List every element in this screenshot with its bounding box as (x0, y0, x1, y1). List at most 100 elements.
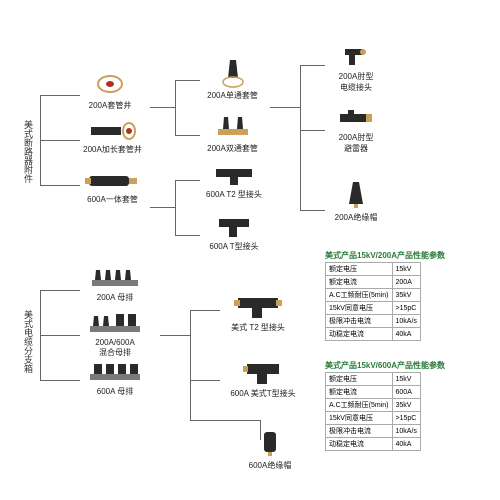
line (300, 210, 325, 211)
line (40, 380, 80, 381)
line (175, 80, 176, 135)
american-t2-icon (234, 290, 282, 320)
node-label: 200A绝缘帽 (325, 212, 387, 223)
node-elbow-arrester: 200A肘型 避雷器 (325, 108, 387, 154)
spec-table: 额定电压15kV额定电流200AA.C工频耐压(5min)35kV15kV同意电… (325, 262, 421, 341)
single-bushing-icon (220, 58, 246, 88)
node-american-t2: 美式 T2 型接头 (218, 290, 298, 333)
line (300, 65, 325, 66)
table-cell: A.C工频耐压(5min) (326, 289, 393, 302)
node-t-connector-600a: 600A T型接头 (198, 215, 270, 252)
node-label: 美式 T2 型接头 (218, 322, 298, 333)
node-label: 200A双通套管 (200, 143, 265, 154)
line (175, 180, 176, 235)
node-label: 600A一体套管 (75, 194, 150, 205)
line (190, 420, 260, 421)
bushing-well-icon (94, 70, 126, 98)
t2-connector-icon (214, 163, 254, 187)
spec-table-200a: 美式产品15kV/200A产品性能参数 额定电压15kV额定电流200AA.C工… (325, 250, 445, 262)
table-cell: 15kV (392, 373, 420, 386)
table-cell: 15kV (392, 263, 420, 276)
line (175, 180, 200, 181)
node-t2-connector-600a: 600A T2 型接头 (198, 163, 270, 200)
busbar-hybrid-icon (88, 312, 142, 336)
t-connector-icon (217, 215, 251, 239)
table-cell: 40kA (392, 328, 420, 341)
spec-table-600a: 美式产品15kV/600A产品性能参数 额定电压15kV额定电流600AA.C工… (325, 360, 445, 372)
table-title: 美式产品15kV/600A产品性能参数 (325, 360, 445, 371)
line (175, 235, 200, 236)
line (270, 107, 300, 108)
node-american-t-600a: 600A 美式T型接头 (218, 358, 308, 399)
line (40, 95, 80, 96)
line (150, 207, 175, 208)
node-busbar-hybrid: 200A/600A 混合母排 (80, 312, 150, 358)
table-cell: A.C工频耐压(5min) (326, 399, 393, 412)
table-cell: 极限冲击电流 (326, 315, 393, 328)
table-cell: 40kA (392, 438, 420, 451)
busbar-600a-icon (88, 362, 142, 384)
line (40, 185, 80, 186)
diagram-container: 美式断路器附件 美式电缆分支箱 200A套管井 (0, 0, 500, 500)
line (160, 335, 190, 336)
table-cell: 200A (392, 276, 420, 289)
spec-table: 额定电压15kV额定电流600AA.C工频耐压(5min)35kV15kV同意电… (325, 372, 421, 451)
node-extended-bushing-well: 200A加长套管井 (75, 120, 150, 155)
node-label: 200A/600A 混合母排 (80, 338, 150, 358)
line (190, 310, 220, 311)
double-bushing-icon (216, 115, 250, 141)
node-label: 600A 母排 (80, 386, 150, 397)
line (190, 380, 220, 381)
elbow-connector-icon (341, 45, 371, 69)
node-label: 200A 母排 (80, 292, 150, 303)
side-label-top: 美式断路器附件 (22, 120, 35, 183)
line (40, 335, 80, 336)
table-cell: 额定电压 (326, 373, 393, 386)
node-label: 200A肘型 避雷器 (325, 132, 387, 154)
table-cell: 动稳定电流 (326, 438, 393, 451)
node-single-bushing: 200A单通套管 (200, 58, 265, 101)
node-label: 600A T2 型接头 (198, 189, 270, 200)
integrated-bushing-icon (85, 170, 140, 192)
line (300, 130, 325, 131)
table-cell: >15pC (392, 302, 420, 315)
node-insulating-cap-600a: 600A绝缘帽 (235, 430, 305, 471)
node-label: 200A单通套管 (200, 90, 265, 101)
line (175, 80, 200, 81)
line (190, 310, 191, 420)
table-cell: 35kV (392, 399, 420, 412)
node-busbar-200a: 200A 母排 (80, 268, 150, 303)
table-cell: 动稳定电流 (326, 328, 393, 341)
node-bushing-well-200a: 200A套管井 (80, 70, 140, 111)
line (40, 290, 80, 291)
table-cell: 额定电压 (326, 263, 393, 276)
node-elbow-cable-connector: 200A肘型 电缆接头 (325, 45, 387, 93)
table-title: 美式产品15kV/200A产品性能参数 (325, 250, 445, 261)
line (175, 135, 200, 136)
line (300, 65, 301, 210)
extended-bushing-icon (89, 120, 137, 142)
table-cell: 额定电流 (326, 386, 393, 399)
side-label-bottom: 美式电缆分支箱 (22, 310, 35, 373)
node-label: 200A肘型 电缆接头 (325, 71, 387, 93)
node-label: 600A 美式T型接头 (218, 388, 308, 399)
table-cell: 15kV同意电压 (326, 302, 393, 315)
insulating-cap-600a-icon (258, 430, 282, 458)
insulating-cap-icon (345, 180, 367, 210)
table-cell: 10kA/s (392, 425, 420, 438)
table-cell: 10kA/s (392, 315, 420, 328)
node-label: 200A加长套管井 (75, 144, 150, 155)
node-insulating-cap-200a: 200A绝缘帽 (325, 180, 387, 223)
busbar-icon (90, 268, 140, 290)
node-label: 200A套管井 (80, 100, 140, 111)
table-cell: >15pC (392, 412, 420, 425)
elbow-arrester-icon (338, 108, 374, 130)
line (150, 107, 175, 108)
table-cell: 15kV同意电压 (326, 412, 393, 425)
node-double-bushing: 200A双通套管 (200, 115, 265, 154)
table-cell: 极限冲击电流 (326, 425, 393, 438)
table-cell: 35kV (392, 289, 420, 302)
line (40, 140, 80, 141)
node-label: 600A T型接头 (198, 241, 270, 252)
table-cell: 600A (392, 386, 420, 399)
